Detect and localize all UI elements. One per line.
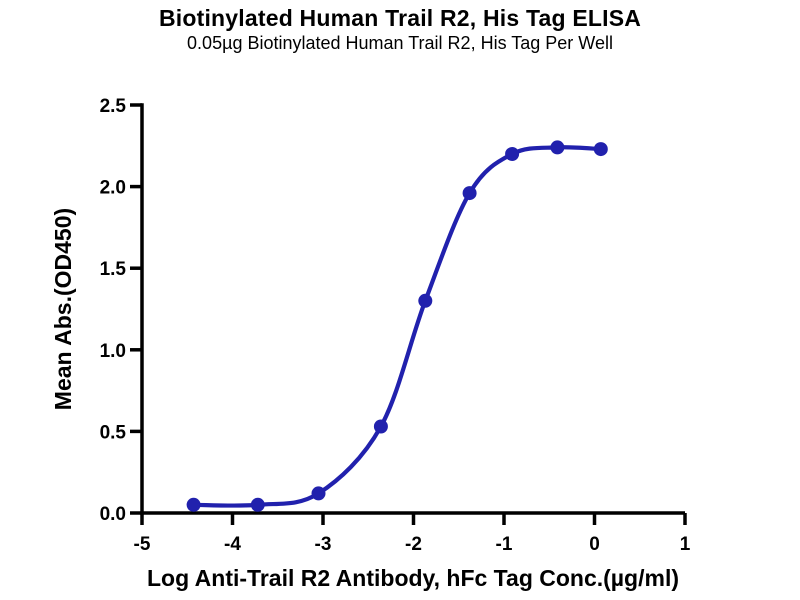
x-tick-label: 0: [589, 534, 600, 555]
y-tick-label: 1.5: [100, 259, 127, 280]
data-point-marker: [505, 147, 520, 161]
x-tick-label: 1: [680, 534, 691, 555]
data-point-marker: [593, 142, 608, 157]
data-point-marker: [462, 186, 477, 201]
data-point-marker: [311, 486, 326, 501]
x-tick-label: -1: [496, 534, 513, 555]
chart-subtitle: 0.05µg Biotinylated Human Trail R2, His …: [187, 33, 613, 53]
fit-curve-line: [191, 145, 603, 508]
y-axis-label: Mean Abs.(OD450): [50, 208, 76, 410]
x-axis-label: Log Anti-Trail R2 Antibody, hFc Tag Conc…: [147, 565, 679, 591]
data-point-marker: [550, 140, 565, 155]
y-tick-label: 0.5: [100, 422, 127, 443]
data-point-marker: [373, 419, 388, 434]
y-tick-label: 2.0: [100, 178, 126, 199]
x-tick-label: -2: [405, 534, 422, 555]
data-point-marker: [186, 497, 201, 512]
x-tick-label: -5: [134, 534, 151, 555]
chart-title: Biotinylated Human Trail R2, His Tag ELI…: [158, 5, 642, 31]
data-point-marker: [250, 497, 265, 512]
data-point-marker: [418, 293, 433, 308]
y-tick-label: 1.0: [100, 341, 126, 362]
y-tick-label: 0.0: [100, 504, 126, 525]
x-tick-label: -4: [224, 534, 241, 555]
x-tick-label: -3: [315, 534, 332, 555]
y-tick-label: 2.5: [100, 96, 127, 117]
curve-layer: [186, 140, 608, 512]
axes-layer: -5 -4 -3 -2 -1 0 1 0.0 0.5 1.0 1.5 2.0 2.5: [100, 96, 691, 555]
